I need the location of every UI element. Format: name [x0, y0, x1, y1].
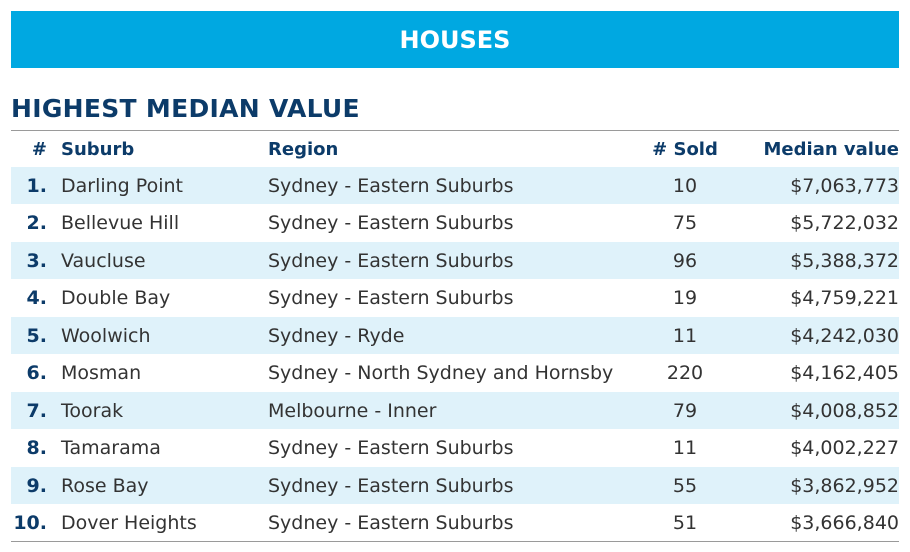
table-row: 9. Rose Bay Sydney - Eastern Suburbs 55 $3,8…: [11, 467, 899, 504]
table-cell: Vaucluse: [61, 249, 146, 272]
column-header: Median value: [763, 139, 899, 160]
table-cell: 75: [672, 212, 698, 234]
table-cell: $4,002,227: [790, 437, 899, 459]
table-cell: Sydney - Eastern Suburbs: [268, 512, 514, 534]
table-cell: $3,666,840: [790, 512, 899, 534]
table-cell: 3.: [26, 249, 47, 272]
rule: [11, 541, 899, 542]
banner: HOUSES: [11, 11, 899, 68]
table-cell: 10.: [13, 512, 47, 534]
table-cell: $7,063,773: [790, 174, 899, 197]
table-row: 10. Dover Heights Sydney - Eastern Suburbs…: [11, 505, 899, 542]
table-row: 1. Darling Point Sydney - Eastern Suburbs 1…: [11, 167, 899, 204]
table-cell: 96: [672, 249, 698, 272]
table-cell: 51: [672, 512, 698, 534]
table-cell: Bellevue Hill: [61, 212, 180, 234]
table-cell: 7.: [26, 399, 47, 422]
table-cell: Sydney - Ryde: [268, 324, 405, 347]
table-cell: 9.: [26, 474, 47, 497]
table-cell: Sydney - Eastern Suburbs: [268, 249, 514, 272]
table-cell: 8.: [26, 437, 47, 459]
table-cell: 79: [672, 399, 698, 422]
table-cell: Sydney - Eastern Suburbs: [268, 212, 514, 234]
table-cell: Sydney - Eastern Suburbs: [268, 437, 514, 459]
header-row: # Suburb Region # Sold Median value: [11, 131, 899, 168]
table-row: 4. Double Bay Sydney - Eastern Suburbs 19 $4…: [11, 280, 899, 317]
table-row: 5. Woolwich Sydney - Ryde 11 $4,242,030: [11, 317, 899, 354]
table-cell: 11: [672, 437, 698, 459]
section-title: HIGHEST MEDIAN VALUE: [11, 94, 360, 123]
table-cell: Mosman: [61, 362, 142, 384]
table-cell: 2.: [26, 212, 47, 234]
table-cell: Sydney - Eastern Suburbs: [268, 287, 514, 309]
table-cell: Sydney - Eastern Suburbs: [268, 474, 514, 497]
table-cell: 5.: [26, 324, 47, 347]
table-cell: Dover Heights: [61, 512, 197, 534]
table-cell: Rose Bay: [61, 474, 149, 497]
table-cell: Toorak: [61, 399, 124, 422]
table-cell: 55: [672, 474, 698, 497]
table-cell: 4.: [26, 287, 47, 309]
table-row: 3. Vaucluse Sydney - Eastern Suburbs 96 $5,3…: [11, 242, 899, 279]
table-cell: $4,242,030: [790, 324, 899, 347]
table-cell: 6.: [26, 362, 47, 384]
column-header: # Sold: [652, 139, 718, 160]
table-cell: Darling Point: [61, 174, 183, 197]
rule: [11, 130, 899, 131]
table-cell: Sydney - North Sydney and Hornsby: [268, 362, 614, 384]
table-cell: 10: [672, 174, 698, 197]
table-cell: $4,008,852: [790, 399, 899, 422]
table-row: 7. Toorak Melbourne - Inner 79 $4,008,852: [11, 392, 899, 429]
column-header: #: [31, 139, 47, 160]
table-cell: $4,162,405: [790, 362, 899, 384]
table-row: 6. Mosman Sydney - North Sydney and Hornsb…: [11, 355, 899, 392]
table-cell: $5,388,372: [790, 249, 899, 272]
table-cell: 1.: [26, 174, 47, 197]
table-row: 2. Bellevue Hill Sydney - Eastern Suburbs 7…: [11, 205, 899, 242]
table-cell: $4,759,221: [790, 287, 899, 309]
table-cell: Tamarama: [61, 437, 161, 459]
table-cell: Double Bay: [61, 287, 171, 309]
table-cell: $5,722,032: [790, 212, 899, 234]
table-cell: $3,862,952: [790, 474, 899, 497]
column-header: Region: [268, 139, 339, 160]
table-cell: 220: [666, 362, 704, 384]
column-header: Suburb: [61, 139, 135, 160]
table-cell: 19: [672, 287, 698, 309]
table-cell: 11: [672, 324, 698, 347]
table-cell: Woolwich: [61, 324, 151, 347]
table-cell: Sydney - Eastern Suburbs: [268, 174, 514, 197]
table-row: 8. Tamarama Sydney - Eastern Suburbs 11 $4,0…: [11, 430, 899, 467]
table-cell: Melbourne - Inner: [268, 399, 437, 422]
